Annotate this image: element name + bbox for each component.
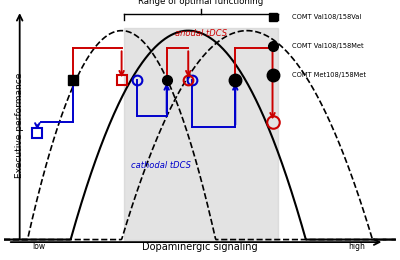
Text: Range of optimal functioning: Range of optimal functioning xyxy=(138,0,264,6)
Text: Executive performance: Executive performance xyxy=(15,72,24,178)
Text: low: low xyxy=(33,242,46,251)
Text: anodal tDCS: anodal tDCS xyxy=(175,29,227,38)
Text: COMT Val108/158Met: COMT Val108/158Met xyxy=(292,43,364,49)
Text: cathodal tDCS: cathodal tDCS xyxy=(131,161,191,170)
Text: high: high xyxy=(348,242,365,251)
Text: COMT Val108/158Val: COMT Val108/158Val xyxy=(292,14,361,20)
Text: COMT Met108/158Met: COMT Met108/158Met xyxy=(292,72,366,78)
Text: Dopaminergic signaling: Dopaminergic signaling xyxy=(142,242,258,252)
Bar xyxy=(124,28,278,239)
